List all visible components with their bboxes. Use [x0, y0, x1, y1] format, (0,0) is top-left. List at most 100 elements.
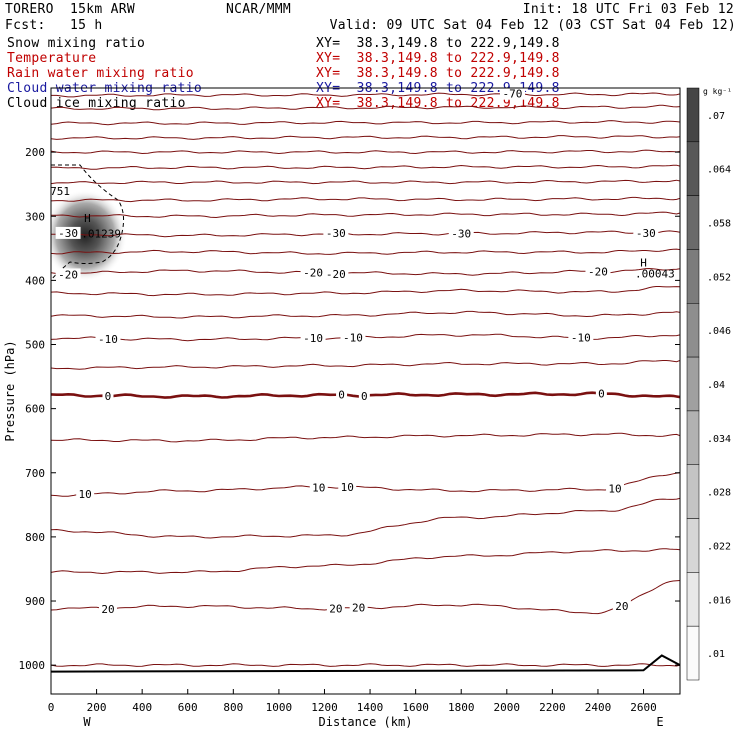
x-tick-label: 400	[132, 701, 152, 714]
y-axis-label: Pressure (hPa)	[3, 340, 17, 441]
x-tick-label: 600	[178, 701, 198, 714]
x-tick-label: 1400	[357, 701, 384, 714]
contour-label-bg	[358, 390, 370, 403]
y-tick-label: 1000	[19, 659, 46, 672]
contour-label-bg	[300, 266, 326, 279]
x-tick-label: 2200	[539, 701, 566, 714]
init-time: Init: 18 UTC Fri 03 Feb 12	[522, 2, 734, 17]
temperature-contour-label: -30	[451, 227, 471, 240]
temperature-contour	[51, 391, 680, 399]
field-label: Cloud water mixing ratio	[7, 81, 203, 96]
plot-frame	[50, 87, 681, 695]
cloud-ice-contour	[51, 164, 124, 281]
temperature-contour	[51, 92, 680, 98]
temperature-contour-label: 10	[312, 481, 325, 494]
x-tick-label: 1000	[266, 701, 293, 714]
temperature-contour-label: 0	[105, 390, 112, 403]
center-title: NCAR/MMM	[226, 2, 292, 17]
temperature-contour	[51, 104, 680, 111]
temperature-contour-label: 20	[352, 601, 365, 614]
y-tick-label: 900	[25, 595, 45, 608]
east-label: E	[656, 715, 663, 729]
contour-label-bg	[499, 88, 525, 100]
contour-label-bg	[633, 226, 659, 239]
field-section-coords: XY= 38.3,149.8 to 222.9,149.8	[316, 36, 560, 51]
colorbar-swatch	[686, 141, 700, 196]
temperature-contour-label: 0	[338, 388, 345, 401]
x-axis-label: Distance (km)	[319, 715, 413, 729]
field-annotation: .00043	[635, 267, 675, 280]
temperature-contour	[51, 333, 680, 342]
temperature-contour	[51, 580, 680, 615]
x-tick-label: 0	[48, 701, 55, 714]
temperature-contour	[51, 548, 680, 575]
temperature-contour	[51, 360, 680, 370]
colorbar-swatch	[686, 625, 700, 681]
temperature-contour-label: -10	[343, 331, 363, 344]
valid-time: Valid: 09 UTC Sat 04 Feb 12 (03 CST Sat …	[329, 18, 736, 33]
contour-label-bg	[448, 227, 474, 240]
colorbar-swatch	[686, 303, 700, 358]
temperature-contour	[51, 472, 680, 497]
contour-label-bg	[336, 388, 348, 401]
y-tick-label: 700	[25, 467, 45, 480]
field-label: Cloud ice mixing ratio	[7, 96, 186, 111]
field-annotation: 751	[50, 185, 70, 198]
temperature-contour	[51, 120, 680, 126]
model-title: TORERO 15km ARW	[5, 2, 136, 17]
colorbar-tick-label: .034	[707, 434, 731, 445]
temperature-contour	[51, 149, 680, 155]
field-section-coords: XY= 38.3,149.8 to 222.9,149.8	[316, 51, 560, 66]
contour-label-bg	[585, 265, 611, 278]
contour-label-bg	[55, 226, 81, 239]
temperature-contour	[51, 179, 680, 185]
x-tick-label: 1200	[311, 701, 338, 714]
temperature-contour-label: 10	[608, 482, 621, 495]
contour-label-bg	[349, 601, 368, 614]
colorbar-tick-label: .04	[707, 380, 725, 391]
temperature-contour-label: -10	[571, 332, 591, 345]
colorbar-swatch	[686, 572, 700, 627]
x-tick-label: 2600	[630, 701, 657, 714]
temperature-contour	[51, 310, 680, 319]
x-tick-label: 1800	[448, 701, 475, 714]
y-tick-label: 600	[25, 403, 45, 416]
colorbar-swatch	[686, 464, 700, 519]
temperature-contour-label: -10	[303, 332, 323, 345]
colorbar-tick-label: .016	[707, 595, 731, 606]
contour-label-bg	[98, 602, 117, 615]
contour-label-bg	[326, 602, 345, 615]
colorbar-tick-label: .07	[707, 111, 725, 122]
colorbar-tick-label: .064	[707, 165, 731, 176]
temperature-contour	[51, 135, 680, 140]
snow-mixing-shading	[51, 189, 128, 282]
field-label: Temperature	[7, 51, 97, 66]
field-section-coords: XY= 38.3,149.8 to 222.9,149.8	[316, 66, 560, 81]
temperature-contour-label: 20	[101, 603, 114, 616]
temperature-contour	[51, 267, 680, 276]
temperature-contour	[51, 164, 680, 170]
temperature-contour-label: -10	[98, 333, 118, 346]
temperature-contour-label: 10	[79, 488, 92, 501]
y-tick-label: 500	[25, 339, 45, 352]
colorbar-swatch	[686, 518, 700, 573]
temperature-contour-label: 20	[615, 600, 628, 613]
colorbar-tick-label: .01	[707, 649, 725, 660]
temperature-contour-label: 0	[361, 390, 368, 403]
y-tick-label: 800	[25, 531, 45, 544]
temperature-contour	[51, 230, 680, 238]
west-label: W	[83, 715, 91, 729]
colorbar-unit: g kg⁻¹	[703, 87, 732, 96]
forecast-hour: Fcst: 15 h	[5, 18, 103, 33]
x-tick-label: 2000	[494, 701, 521, 714]
temperature-contour-label: -20	[303, 266, 323, 279]
contour-label-bg	[340, 331, 366, 344]
temperature-contour-label: 10	[341, 481, 354, 494]
contour-label-bg	[323, 227, 349, 240]
field-annotation: H	[84, 212, 91, 225]
temperature-contour-label: 0	[598, 388, 605, 401]
contour-label-bg	[76, 487, 95, 500]
colorbar-tick-label: .028	[707, 488, 731, 499]
colorbar-swatch	[686, 356, 700, 412]
